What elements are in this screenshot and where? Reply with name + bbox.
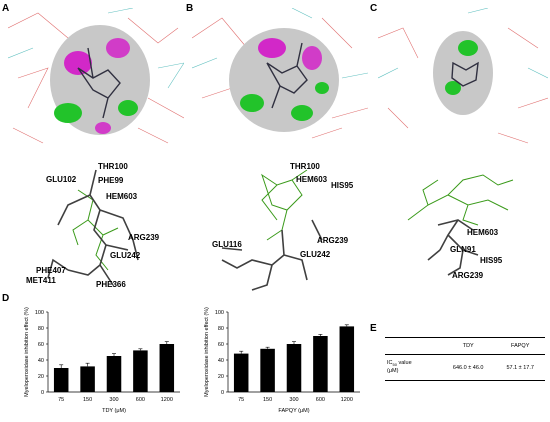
- residue-label: GLU242: [300, 250, 331, 259]
- residue-label: MET411: [26, 276, 56, 285]
- bar: [339, 326, 355, 392]
- residue-label: GLN91: [450, 245, 476, 254]
- bar: [106, 356, 122, 392]
- x-axis-label: FAPQY (μM): [278, 408, 309, 414]
- y-tick-label: 60: [218, 342, 224, 348]
- y-axis-label: Myeloperoxidase inhibition effect (%): [24, 307, 30, 397]
- table-header-row: TDY FAPQY: [385, 337, 545, 355]
- residue-label: PHE407: [36, 266, 66, 275]
- panel-a-residue-diagram: THR100 GLU102 PHE99 HEM603 ARG239 GLU242…: [26, 162, 160, 289]
- ic50-table: TDY FAPQY IC50 value (μM) 646.0 ± 46.0 5…: [385, 337, 545, 382]
- y-tick-label: 40: [218, 358, 224, 364]
- bar: [53, 368, 69, 392]
- y-tick-label: 20: [38, 374, 44, 380]
- residue-label: ARG239: [452, 271, 484, 280]
- panel-b-surface-image: [192, 8, 368, 139]
- residue-label: HIS95: [480, 256, 503, 265]
- x-tick-label: 300: [109, 397, 118, 403]
- panel-b-residue-diagram: THR100 HEM603 HIS95 ARG239 GLU116 GLU242: [212, 162, 354, 291]
- bar: [80, 366, 95, 392]
- bar-chart-fapqy: 0 20 40 60 80 100 Myeloperoxidase inhibition e…: [204, 307, 360, 414]
- x-tick-label: 150: [83, 397, 92, 403]
- panel-a-surface-image: [8, 8, 184, 144]
- residue-label: GLU102: [46, 175, 77, 184]
- x-tick-label: 600: [136, 397, 145, 403]
- x-tick-label: 1200: [341, 397, 353, 403]
- panel-label-e: E: [370, 323, 377, 334]
- residue-label: THR100: [290, 162, 320, 171]
- panel-label-c: C: [370, 3, 378, 14]
- y-tick-label: 80: [218, 326, 224, 332]
- x-tick-label: 300: [289, 397, 298, 403]
- residue-label: HEM603: [296, 175, 328, 184]
- residue-label: GLU116: [212, 240, 242, 249]
- panel-label-a: A: [2, 3, 10, 14]
- bar: [313, 336, 328, 392]
- table-row-label: IC50 value (μM): [385, 354, 441, 382]
- x-tick-label: 75: [238, 397, 244, 403]
- table-header-cell: FAPQY: [495, 337, 545, 355]
- residue-label: ARG239: [317, 236, 349, 245]
- x-tick-label: 150: [263, 397, 272, 403]
- panel-label-b: B: [186, 3, 194, 14]
- y-tick-label: 80: [38, 326, 44, 332]
- residue-label: THR100: [98, 162, 128, 171]
- y-tick-label: 100: [35, 310, 44, 316]
- table-row: IC50 value (μM) 646.0 ± 46.0 57.1 ± 17.7: [385, 354, 545, 382]
- residue-label: HEM603: [106, 192, 138, 201]
- bar: [233, 353, 249, 392]
- table-header-cell: [385, 337, 441, 355]
- table-cell: 646.0 ± 46.0: [441, 354, 496, 382]
- residue-label: ARG239: [128, 233, 160, 242]
- y-tick-label: 20: [218, 374, 224, 380]
- bar: [260, 348, 275, 392]
- panel-c-residue-diagram: HEM603 GLN91 HIS95 ARG239: [407, 174, 514, 280]
- panel-label-d: D: [2, 293, 10, 304]
- residue-label: GLU242: [110, 251, 141, 260]
- bar: [133, 350, 148, 392]
- table-cell: 57.1 ± 17.7: [495, 354, 545, 382]
- y-axis-label: Myeloperoxidase inhibition effect (%): [204, 307, 210, 397]
- residue-label: PHE99: [98, 176, 124, 185]
- residue-label: HEM603: [467, 228, 499, 237]
- bar: [286, 344, 302, 392]
- x-tick-label: 600: [316, 397, 325, 403]
- x-tick-label: 1200: [161, 397, 173, 403]
- ic-label-rest: value: [396, 360, 412, 366]
- y-tick-label: 0: [41, 390, 44, 396]
- panel-c-surface-image: [378, 8, 548, 144]
- x-axis-label: TDY (μM): [102, 408, 126, 414]
- y-tick-label: 0: [221, 390, 224, 396]
- ic-subscript: 50: [392, 362, 397, 368]
- table-header-cell: TDY: [441, 337, 496, 355]
- x-tick-label: 75: [58, 397, 64, 403]
- residue-label: HIS95: [331, 181, 354, 190]
- y-tick-label: 60: [38, 342, 44, 348]
- ic-label: IC: [387, 360, 393, 366]
- residue-label: PHE366: [96, 280, 126, 289]
- bar-chart-tdy: 0 20 40 60 80 100 Myeloperoxidase inhibition e…: [24, 307, 180, 414]
- y-tick-label: 100: [215, 310, 224, 316]
- bar: [159, 344, 175, 392]
- ic-unit: (μM): [387, 368, 399, 375]
- y-tick-label: 40: [38, 358, 44, 364]
